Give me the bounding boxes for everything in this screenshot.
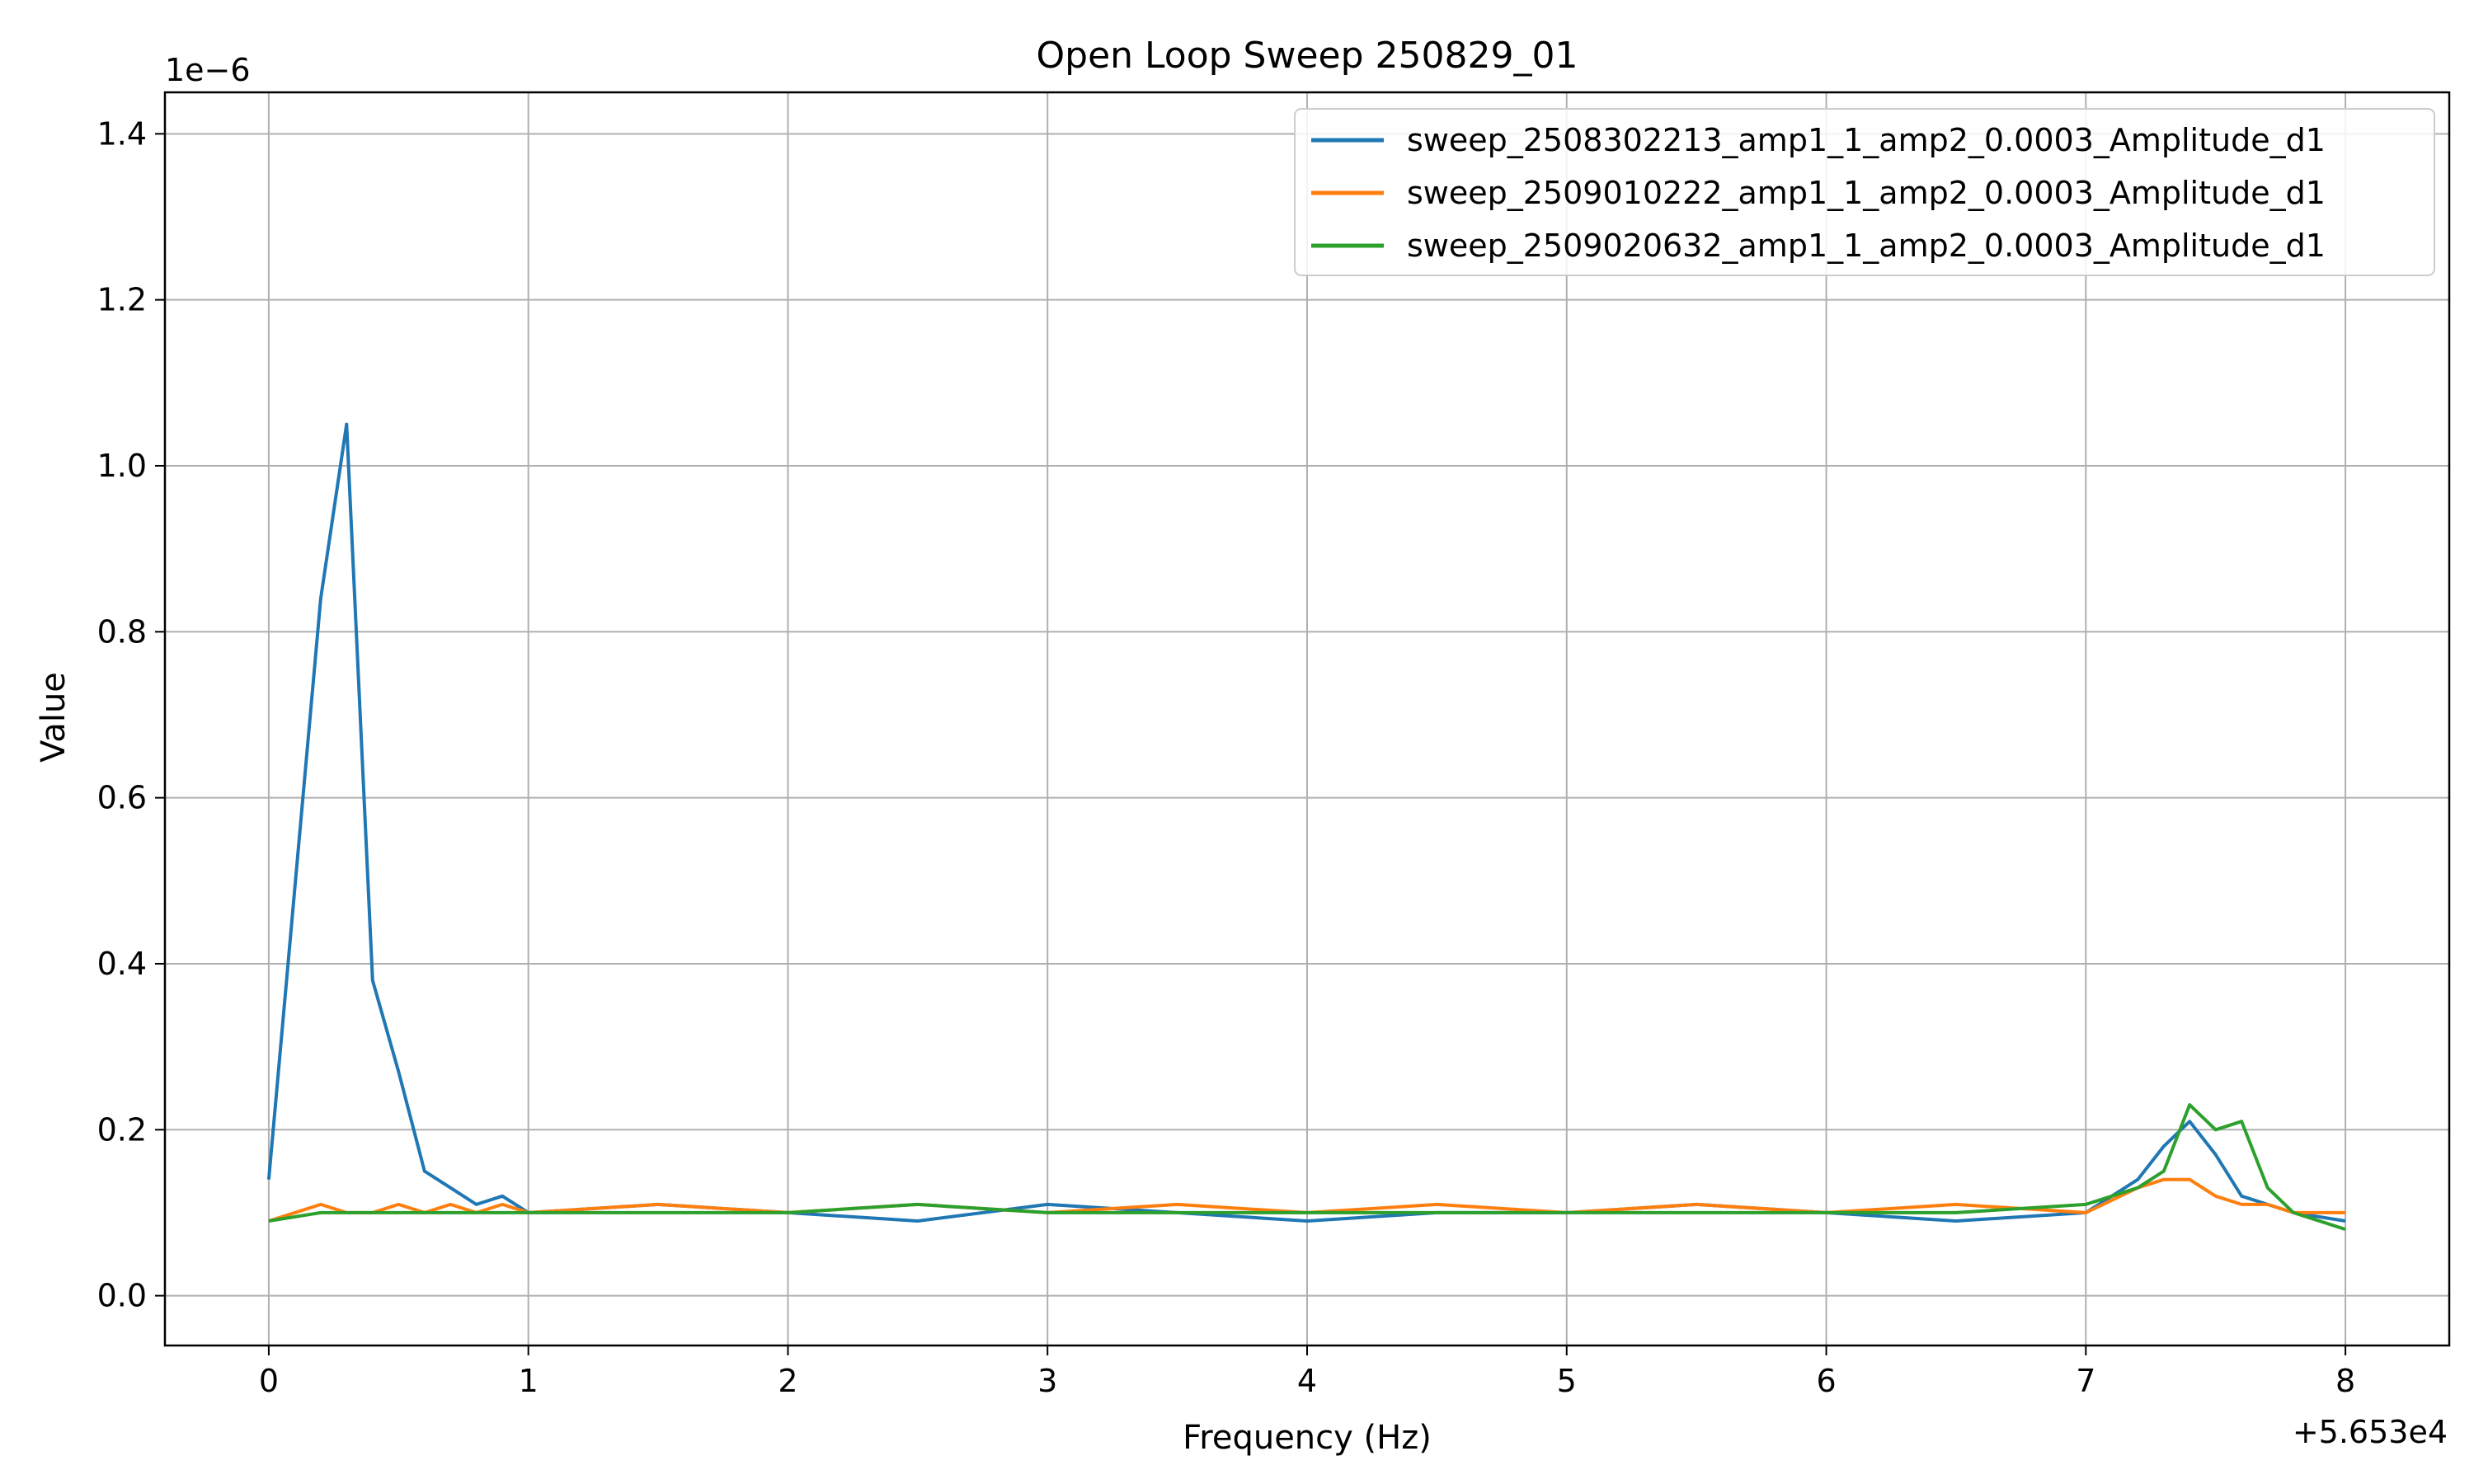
y-tick-label: 0.4	[97, 946, 147, 982]
x-tick-label: 2	[778, 1363, 797, 1399]
x-axis-label: Frequency (Hz)	[1183, 1419, 1432, 1457]
x-offset-label: +5.653e4	[2293, 1414, 2448, 1450]
legend-label-2: sweep_2509010222_amp1_1_amp2_0.0003_Ampl…	[1407, 175, 2326, 211]
x-tick-label: 7	[2076, 1363, 2095, 1399]
y-tick-label: 1.0	[97, 448, 147, 484]
x-tick-label: 1	[519, 1363, 539, 1399]
grid-lines	[165, 92, 2449, 1345]
y-axis-label: Value	[35, 672, 73, 763]
legend-entries: sweep_2508302213_amp1_1_amp2_0.0003_Ampl…	[1311, 122, 2326, 264]
y-tick-label: 0.6	[97, 780, 147, 816]
x-tick-label: 3	[1037, 1363, 1057, 1399]
x-tick-label: 8	[2335, 1363, 2355, 1399]
x-tick-label: 0	[259, 1363, 279, 1399]
y-tick-label: 1.4	[97, 115, 147, 152]
series-line-3	[268, 1103, 2346, 1232]
x-tick-label: 4	[1297, 1363, 1317, 1399]
legend: sweep_2508302213_amp1_1_amp2_0.0003_Ampl…	[1294, 108, 2435, 276]
series-layer	[266, 422, 2346, 1232]
legend-label-1: sweep_2508302213_amp1_1_amp2_0.0003_Ampl…	[1407, 122, 2326, 158]
y-axis-ticks: 0.0 0.2 0.4 0.6 0.8 1.0 1.2 1.4	[97, 115, 165, 1314]
y-scale-label: 1e−6	[165, 52, 251, 88]
y-tick-label: 0.2	[97, 1111, 147, 1148]
y-tick-label: 1.2	[97, 282, 147, 318]
legend-box	[1294, 108, 2435, 276]
y-tick-label: 0.8	[97, 613, 147, 650]
y-tick-label: 0.0	[97, 1278, 147, 1314]
x-axis-ticks: 0 1 2 3 4 5 6 7 8	[259, 1345, 2355, 1399]
chart-title: Open Loop Sweep 250829_01	[1037, 35, 1578, 77]
series-line-1	[266, 422, 2346, 1223]
legend-label-3: sweep_2509020632_amp1_1_amp2_0.0003_Ampl…	[1407, 228, 2326, 264]
x-tick-label: 5	[1557, 1363, 1577, 1399]
x-tick-label: 6	[1816, 1363, 1836, 1399]
